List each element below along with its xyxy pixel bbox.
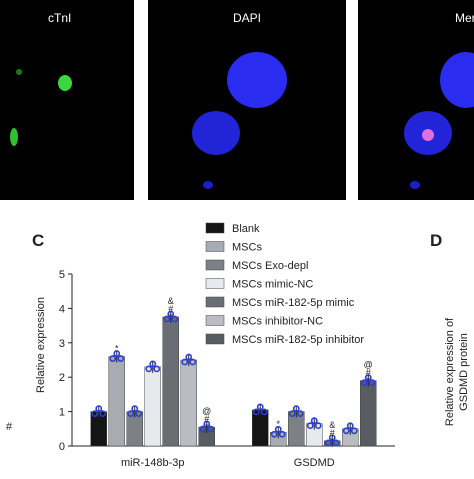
data-point: [328, 434, 336, 442]
cell-signal: [58, 75, 72, 91]
data-point: [332, 439, 340, 447]
axis-label: Relative expression of: [444, 317, 456, 426]
legend-swatch: [205, 333, 225, 345]
data-point: [91, 410, 99, 417]
significance-mark: @#*: [363, 360, 373, 384]
axis-label: GSDMD protein: [458, 333, 470, 411]
legend-label: MSCs: [232, 242, 262, 254]
legend-swatch: [205, 296, 225, 308]
data-point: [99, 410, 107, 417]
data-point: [314, 422, 322, 430]
image-label: cTnI: [48, 11, 71, 25]
data-point: [270, 430, 278, 438]
data-point: [153, 365, 161, 373]
bar: [144, 366, 161, 447]
significance-mark: *: [112, 344, 122, 352]
data-point: [95, 405, 103, 412]
data-point: [278, 430, 286, 438]
cell-signal: [422, 129, 434, 141]
bar: [360, 380, 377, 447]
y-tick-label: 0: [59, 441, 65, 453]
data-point: [360, 379, 368, 387]
legend-swatch: [205, 241, 225, 252]
data-point: [346, 422, 354, 430]
data-point: [306, 422, 314, 430]
significance-mark: @#*: [202, 406, 212, 430]
data-point: [181, 358, 189, 366]
data-point: [109, 355, 117, 362]
data-point: [288, 410, 296, 417]
significance-mark: #: [6, 421, 13, 433]
data-point: [260, 408, 268, 416]
legend-label: MSCs Exo-depl: [232, 260, 308, 272]
data-point: [131, 405, 139, 412]
legend-label: MSCs miR-182-5p mimic: [232, 297, 355, 309]
x-tick-label: GSDMD: [294, 457, 335, 469]
legend-swatch: [205, 222, 225, 234]
data-point: [342, 427, 350, 435]
data-point: [185, 353, 193, 361]
data-point: [296, 410, 304, 417]
legend-label: Blank: [232, 223, 260, 235]
legend-label: MSCs miR-182-5p inhibitor: [232, 334, 364, 346]
data-point: [207, 425, 215, 433]
significance-mark: &#*: [166, 296, 176, 320]
panel-letter: C: [32, 231, 44, 250]
data-point: [256, 403, 264, 411]
legend-swatch: [205, 259, 225, 271]
data-point: [350, 427, 358, 435]
data-point: [199, 425, 207, 433]
data-point: [310, 417, 318, 425]
data-point: [135, 410, 143, 417]
data-point: [203, 420, 211, 428]
cell-signal: [10, 128, 18, 146]
data-point: [149, 360, 157, 368]
significance-mark: &#*: [327, 420, 337, 444]
bar: [162, 316, 179, 447]
data-point: [167, 310, 175, 318]
cell-signal: [16, 69, 22, 75]
data-point: [368, 379, 376, 387]
nucleus: [203, 181, 213, 189]
nucleus: [440, 52, 474, 108]
data-point: [274, 425, 282, 433]
y-tick-label: 2: [59, 372, 65, 384]
significance-mark: *: [273, 419, 283, 427]
y-axis-label: Relative expression: [35, 297, 47, 393]
data-point: [127, 410, 135, 417]
legend-swatch: [205, 315, 225, 326]
legend-swatch: [205, 278, 225, 289]
data-point: [145, 365, 153, 373]
panel-letter: D: [430, 231, 442, 250]
nucleus: [192, 111, 240, 155]
nucleus: [410, 181, 420, 189]
bar: [180, 359, 197, 447]
data-point: [163, 315, 171, 323]
legend-label: MSCs mimic-NC: [232, 279, 313, 291]
legend-label: MSCs inhibitor-NC: [232, 316, 323, 328]
data-point: [171, 315, 179, 323]
y-tick-label: 3: [59, 338, 65, 350]
y-tick-label: 5: [59, 269, 65, 281]
y-tick-label: 4: [59, 303, 65, 315]
data-point: [113, 350, 121, 357]
data-point: [252, 408, 260, 416]
image-label: Mer: [455, 11, 474, 25]
data-point: [292, 405, 300, 412]
data-point: [117, 355, 125, 362]
data-point: [189, 358, 197, 366]
data-point: [364, 374, 372, 382]
bar: [108, 356, 125, 447]
image-label: DAPI: [233, 11, 261, 25]
image-panel: [0, 0, 134, 200]
nucleus: [227, 52, 287, 108]
x-tick-label: miR-148b-3p: [121, 457, 185, 469]
data-point: [324, 439, 332, 447]
y-tick-label: 1: [59, 407, 65, 419]
